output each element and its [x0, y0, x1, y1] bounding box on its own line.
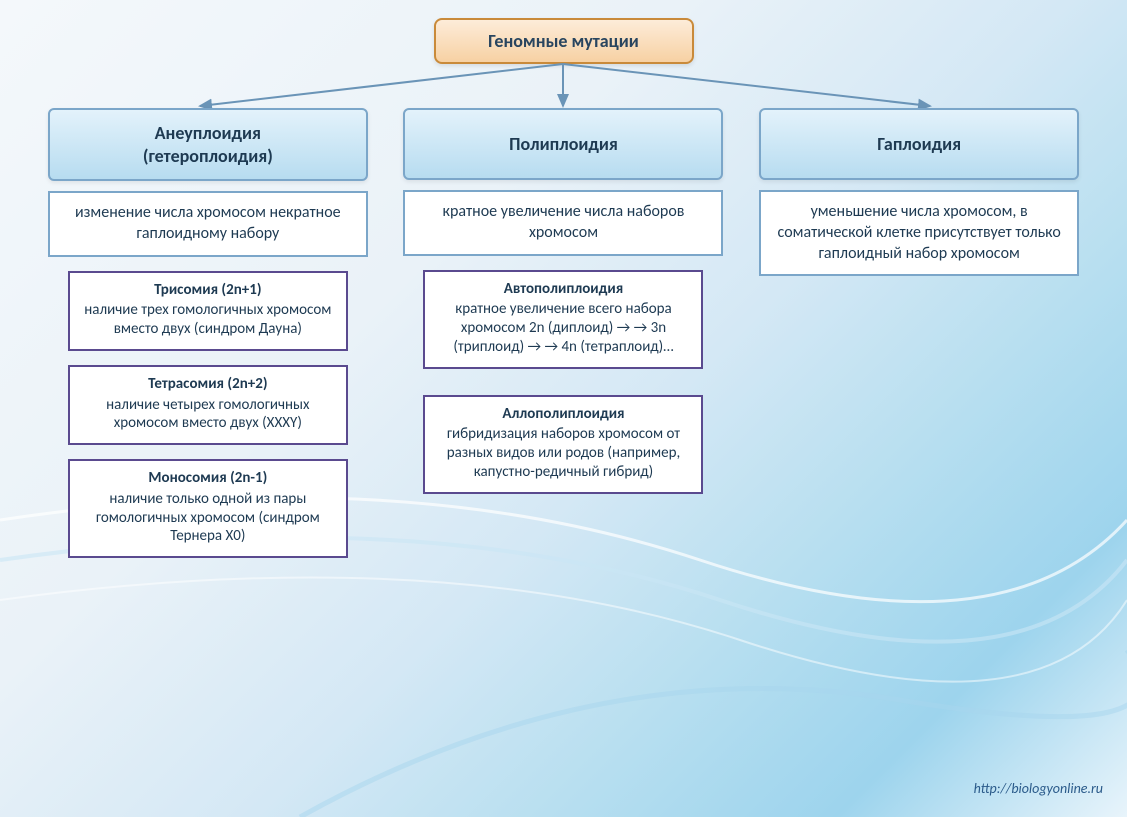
item-body: наличие только одной из пары гомологичны… [96, 490, 320, 546]
column-aneuploidy: Анеуплоидия (гетероплоидия) изменение чи… [43, 108, 373, 558]
item-tetrasomy: Тетрасомия (2n+2) наличие четырех гомоло… [68, 365, 348, 445]
item-monosomy: Моносомия (2n-1) наличие только одной из… [68, 459, 348, 558]
item-allopolyploidy: Аллополиплоидия гибридизация наборов хро… [423, 395, 703, 494]
root-node: Геномные мутации [434, 18, 694, 64]
category-box-polyploidy: Полиплоидия [403, 108, 723, 180]
category-desc: уменьшение числа хромосом, в соматическо… [759, 190, 1079, 276]
category-title: Полиплоидия [509, 133, 618, 156]
category-box-aneuploidy: Анеуплоидия (гетероплоидия) [48, 108, 368, 181]
column-haploidy: Гаплоидия уменьшение числа хромосом, в с… [754, 108, 1084, 558]
item-title: Моносомия (2n-1) [82, 469, 334, 488]
category-title: Гаплоидия [877, 133, 961, 156]
category-desc: кратное увеличение числа наборов хромосо… [403, 190, 723, 256]
category-title: Анеуплоидия [155, 122, 261, 145]
item-title: Тетрасомия (2n+2) [82, 375, 334, 394]
item-title: Трисомия (2n+1) [82, 281, 334, 300]
item-title: Аллополиплоидия [437, 405, 689, 424]
source-url: http://biologyonline.ru [974, 780, 1103, 797]
item-autopolyploidy: Автополиплоидия кратное увеличение всего… [423, 270, 703, 369]
item-body: наличие четырех гомологичных хромосом вм… [106, 396, 309, 433]
category-subtitle: (гетероплоидия) [143, 145, 273, 168]
item-body: гибридизация наборов хромосом от разных … [447, 425, 680, 481]
item-body: кратное увеличение всего набора хромосом… [453, 300, 673, 356]
item-body: наличие трех гомологичных хромосом вмест… [84, 301, 331, 338]
columns-container: Анеуплоидия (гетероплоидия) изменение чи… [0, 108, 1127, 558]
root-title: Геномные мутации [488, 30, 639, 52]
item-trisomy: Трисомия (2n+1) наличие трех гомологичны… [68, 271, 348, 351]
category-box-haploidy: Гаплоидия [759, 108, 1079, 180]
column-polyploidy: Полиплоидия кратное увеличение числа наб… [398, 108, 728, 558]
item-title: Автополиплоидия [437, 280, 689, 299]
category-desc: изменение числа хромосом некратное гапло… [48, 191, 368, 257]
